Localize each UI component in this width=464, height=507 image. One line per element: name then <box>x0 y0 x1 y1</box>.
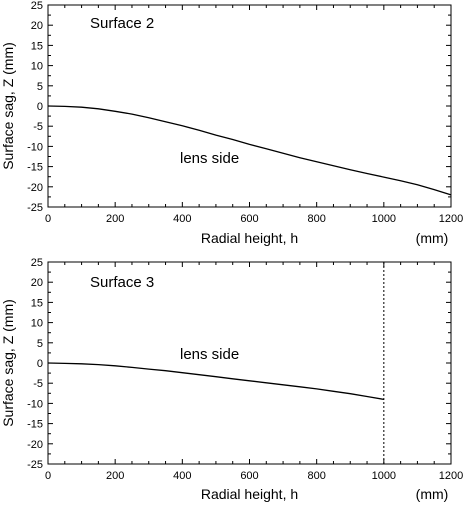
y-axis-title: Surface sag, Z (mm) <box>0 42 16 170</box>
x-tick-label: 1000 <box>372 470 396 482</box>
surface-label: Surface 3 <box>90 274 154 291</box>
y-tick-label: 5 <box>37 81 43 93</box>
y-tick-label: 10 <box>31 318 43 330</box>
y-tick-label: 15 <box>31 40 43 52</box>
plot-frame <box>47 4 452 208</box>
lens-side-label: lens side <box>180 346 239 363</box>
y-tick-label: -5 <box>33 378 43 390</box>
surface-3-panel: -25 -20 -15 -10 -5 0 5 10 15 20 25 0 200 400 600 800 100… <box>0 257 463 502</box>
x-tick-label: 1000 <box>372 213 396 225</box>
surface-2-panel: -25 -20 -15 -10 -5 0 5 10 15 20 25 0 200 400 600 800 100… <box>0 0 463 246</box>
y-tick-label: 10 <box>31 61 43 73</box>
y-tick-label: -25 <box>27 459 43 471</box>
x-tick-label: 200 <box>106 470 124 482</box>
x-tick-label: 1200 <box>439 470 463 482</box>
x-axis-title: Radial height, h <box>201 230 298 246</box>
y-tick-label: -25 <box>27 202 43 214</box>
x-axis-title: Radial height, h <box>201 486 298 502</box>
y-tick-label: 5 <box>37 338 43 350</box>
x-tick-label: 600 <box>240 470 258 482</box>
surface-label: Surface 2 <box>90 15 154 32</box>
y-tick-label: -15 <box>27 419 43 431</box>
x-tick-label: 800 <box>307 470 325 482</box>
sag-curve <box>47 105 452 196</box>
x-tick-label: 800 <box>307 213 325 225</box>
sag-curve <box>47 362 384 401</box>
x-unit-label: (mm) <box>416 486 449 502</box>
y-tick-label: -15 <box>27 162 43 174</box>
x-tick-label: 0 <box>45 470 51 482</box>
y-tick-label: 0 <box>37 101 43 113</box>
y-tick-label: 0 <box>37 358 43 370</box>
y-axis-title: Surface sag, Z (mm) <box>0 299 16 427</box>
x-tick-label: 0 <box>45 213 51 225</box>
plot-frame <box>47 261 452 465</box>
x-tick-label: 200 <box>106 213 124 225</box>
lens-side-label: lens side <box>180 150 239 167</box>
y-tick-label: -10 <box>27 398 43 410</box>
x-unit-label: (mm) <box>416 230 449 246</box>
x-tick-label: 400 <box>173 470 191 482</box>
y-tick-label: 20 <box>31 20 43 32</box>
x-tick-label: 600 <box>240 213 258 225</box>
y-tick-label: -20 <box>27 182 43 194</box>
x-tick-label: 1200 <box>439 213 463 225</box>
y-tick-label: 25 <box>31 257 43 269</box>
y-tick-label: 20 <box>31 277 43 289</box>
x-tick-label: 400 <box>173 213 191 225</box>
y-tick-label: -10 <box>27 141 43 153</box>
y-tick-label: 15 <box>31 297 43 309</box>
y-tick-label: 25 <box>31 0 43 12</box>
y-tick-label: -20 <box>27 439 43 451</box>
y-tick-label: -5 <box>33 121 43 133</box>
